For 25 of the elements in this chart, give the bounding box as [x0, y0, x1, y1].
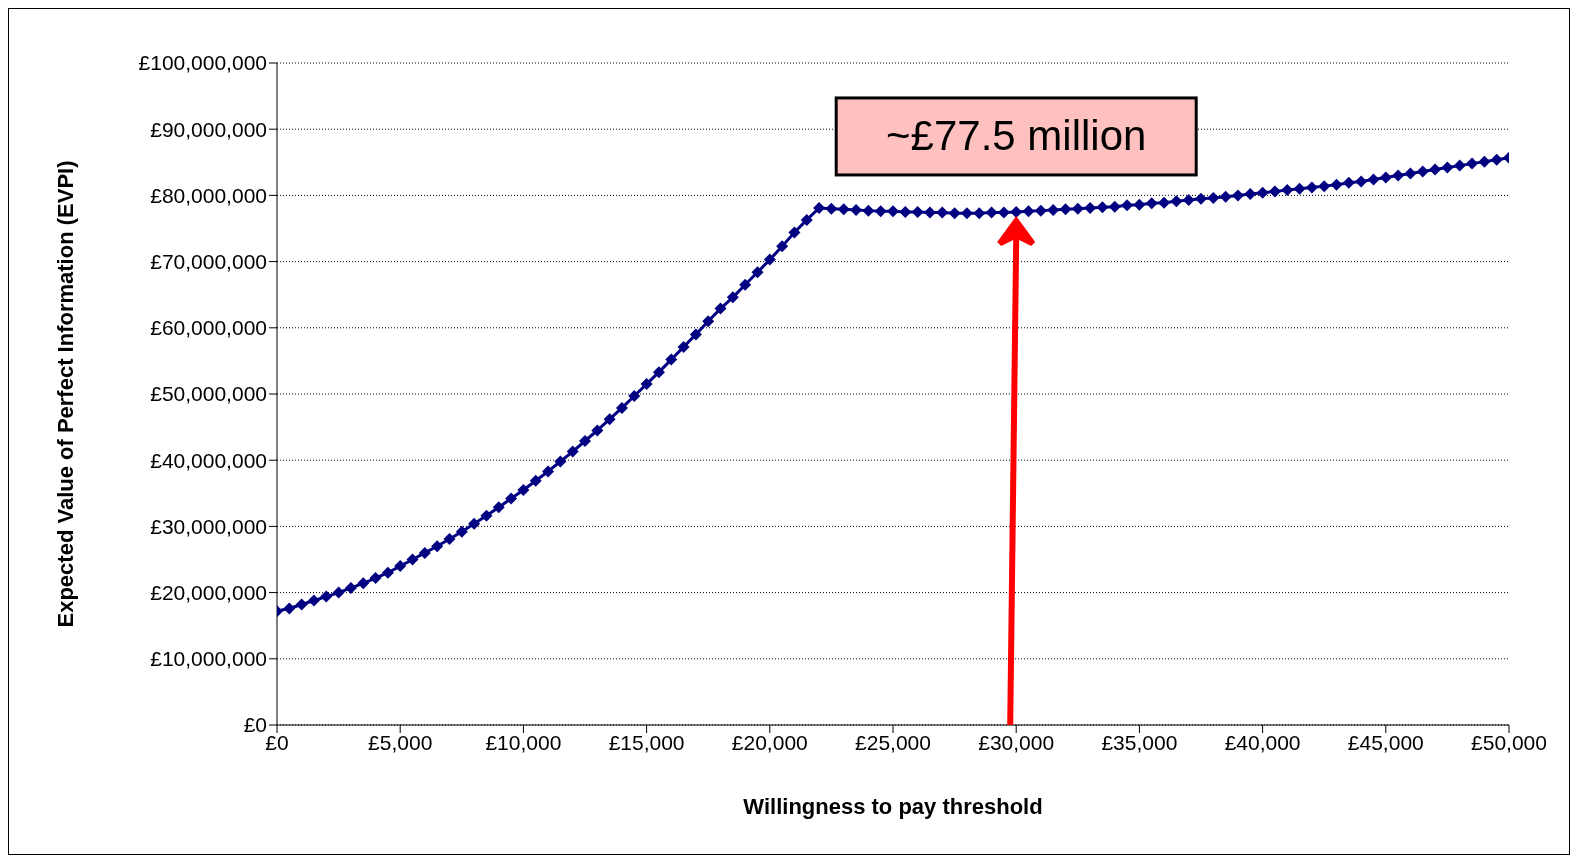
x-tick-label: £15,000	[608, 730, 685, 754]
y-tick-label: £20,000,000	[150, 581, 267, 605]
y-tick-label: £10,000,000	[150, 647, 267, 671]
x-tick-label: £25,000	[855, 730, 931, 754]
y-tick-label: £100,000,000	[138, 51, 267, 75]
x-tick-label: £40,000	[1224, 730, 1301, 754]
y-tick-label: £60,000,000	[150, 316, 267, 340]
x-tick-label: £50,000	[1471, 730, 1547, 754]
x-tick-label: £20,000	[731, 730, 808, 754]
y-tick-label: £90,000,000	[150, 117, 267, 141]
y-tick-label: £0	[243, 713, 267, 737]
x-tick-label: £0	[265, 730, 289, 754]
x-tick-label: £30,000	[978, 730, 1055, 754]
annotation: ~£77.5 million	[886, 112, 1147, 160]
x-axis-title: Willingness to pay threshold	[743, 794, 1043, 819]
y-axis-title: Expected Value of Perfect Information (EVPI)	[52, 160, 78, 628]
x-tick-label: £10,000	[485, 730, 562, 754]
x-tick-label: £35,000	[1101, 730, 1178, 754]
y-tick-label: £70,000,000	[150, 250, 267, 274]
y-tick-label: £80,000,000	[150, 183, 267, 207]
y-tick-label: £40,000,000	[150, 448, 267, 472]
x-tick-label: £5,000	[368, 730, 433, 754]
x-tick-label: £45,000	[1347, 730, 1424, 754]
y-tick-label: £30,000,000	[150, 514, 267, 538]
y-tick-label: £50,000,000	[150, 382, 267, 406]
